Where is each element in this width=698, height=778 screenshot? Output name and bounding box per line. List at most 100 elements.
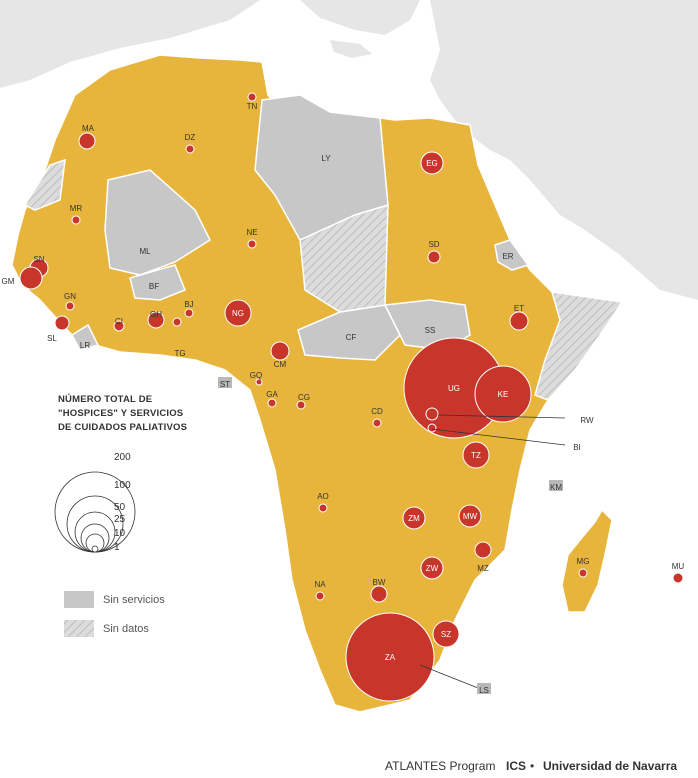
circle-mg	[578, 568, 588, 578]
label-ss: SS	[425, 326, 436, 335]
label-sn: SN	[33, 255, 44, 264]
circle-sl	[54, 315, 70, 331]
label-ne: NE	[246, 228, 257, 237]
label-sd: SD	[428, 240, 439, 249]
credit-bullet: •	[530, 759, 534, 773]
legend-size-50: 50	[114, 502, 126, 513]
leader-rw	[437, 414, 566, 419]
circle-ci	[113, 320, 125, 332]
legend-size-200: 200	[114, 452, 131, 463]
legend-size-1: 1	[114, 542, 120, 553]
label-ma: MA	[82, 124, 95, 133]
leader-bi	[431, 428, 566, 446]
circle-ke	[474, 365, 532, 423]
leader-ls	[419, 664, 479, 689]
label-et: ET	[514, 304, 524, 313]
country-SS	[383, 299, 471, 351]
label-ml: ML	[139, 247, 151, 256]
label-mw: MW	[463, 512, 478, 521]
country-libya-south	[299, 203, 389, 313]
label-sz: SZ	[441, 630, 451, 639]
madagascar	[561, 509, 613, 613]
circle-sz	[432, 620, 460, 648]
label-mg: MG	[577, 557, 590, 566]
circle-mr	[71, 215, 81, 225]
label-ug: UG	[448, 384, 460, 393]
circle-mu	[672, 572, 684, 584]
label-bi: BI	[573, 443, 581, 452]
label-cm: CM	[274, 360, 287, 369]
label-bf: BF	[149, 282, 159, 291]
label-mr: MR	[70, 204, 83, 213]
label-tg: TG	[174, 349, 185, 358]
circle-bi	[427, 423, 437, 433]
credit-program: ATLANTES Program	[385, 759, 495, 773]
circle-dz	[185, 144, 195, 154]
label-cg: CG	[298, 393, 310, 402]
legend-label-no-services: Sin servicios	[103, 594, 165, 606]
circle-gq	[255, 378, 263, 386]
circle-gn	[65, 301, 75, 311]
legend-circle-1	[91, 545, 99, 553]
country-LR	[71, 323, 100, 351]
label-km: KM	[550, 483, 562, 492]
europe-iberia	[0, 0, 260, 88]
label-ly: LY	[321, 154, 331, 163]
label-ao: AO	[317, 492, 329, 501]
surrounding-land	[0, 0, 698, 300]
circle-et	[509, 311, 529, 331]
label-eg: EG	[426, 159, 438, 168]
label-zw: ZW	[426, 564, 439, 573]
circle-eg	[420, 151, 444, 175]
country-western-sahara	[23, 158, 66, 211]
circle-na	[315, 591, 325, 601]
label-cf: CF	[346, 333, 357, 342]
label-er: ER	[502, 252, 513, 261]
label-na: NA	[314, 580, 326, 589]
label-lr: LR	[80, 341, 90, 350]
label-za: ZA	[385, 653, 396, 662]
circle-mz	[474, 541, 492, 559]
middle-east-arabia	[430, 0, 698, 300]
circle-tz	[462, 441, 490, 469]
label-ga: GA	[266, 390, 278, 399]
label-gq: GQ	[250, 371, 262, 380]
badge-km	[549, 480, 563, 491]
label-tz: TZ	[471, 451, 481, 460]
country-ER	[494, 239, 530, 271]
circle-cm	[270, 341, 290, 361]
label-dz: DZ	[185, 133, 196, 142]
circle-za	[345, 612, 435, 702]
legend-title-line-3: DE CUIDADOS PALIATIVOS	[58, 422, 187, 433]
circle-gm	[19, 266, 43, 290]
circle-cd	[372, 418, 382, 428]
circle-bj	[184, 308, 194, 318]
label-bj: BJ	[184, 300, 193, 309]
credit-ics: ICS	[506, 759, 526, 773]
europe-italy-balkans	[300, 0, 420, 35]
credit: ATLANTES Program ICS • Universidad de Na…	[385, 759, 677, 773]
label-gn: GN	[64, 292, 76, 301]
circle-zm	[402, 506, 426, 530]
circle-ne	[247, 239, 257, 249]
badge-ls	[477, 683, 491, 694]
country-ML	[104, 169, 211, 276]
circle-gh	[147, 311, 165, 329]
legend-label-no-data: Sin datos	[103, 623, 149, 635]
label-mu: MU	[672, 562, 685, 571]
label-zm: ZM	[408, 514, 420, 523]
badge-st	[218, 377, 232, 388]
label-ng: NG	[232, 309, 244, 318]
label-ke: KE	[498, 390, 509, 399]
legend-title-line-1: NÚMERO TOTAL DE	[58, 393, 152, 405]
circle-rw	[425, 407, 439, 421]
label-rw: RW	[580, 416, 594, 425]
country-somalia	[534, 291, 624, 401]
circle-ao	[318, 503, 328, 513]
label-ci: CI	[115, 317, 123, 326]
circle-ma	[78, 132, 96, 150]
circle-zw	[420, 556, 444, 580]
legend-swatch-no-services	[64, 591, 94, 608]
label-mz: MZ	[477, 564, 489, 573]
